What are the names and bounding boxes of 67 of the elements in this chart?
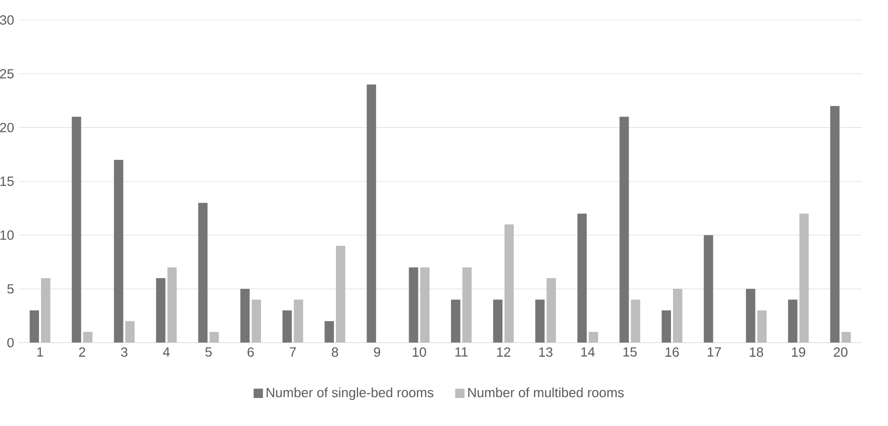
bar [662, 310, 672, 343]
x-tick-label: 1 [37, 347, 44, 357]
x-tick-label: 19 [792, 347, 806, 357]
x-tick-label: 16 [666, 347, 679, 357]
bar [630, 300, 640, 343]
bar [167, 267, 177, 343]
bar [125, 321, 135, 343]
x-tick-label: 15 [623, 347, 637, 357]
x-tick-label: 17 [708, 347, 721, 357]
x-tick-label: 10 [412, 347, 426, 357]
bar [240, 288, 250, 343]
bar [588, 332, 598, 343]
bar [788, 300, 798, 343]
bar [114, 160, 124, 343]
x-tick-label: 4 [163, 347, 170, 357]
legend-label: Number of single-bed rooms [266, 388, 434, 400]
bar [673, 288, 682, 343]
bar [30, 310, 40, 343]
x-tick-label: 18 [750, 347, 764, 357]
x-tick-label: 3 [121, 347, 128, 357]
bar [493, 300, 502, 343]
x-tick-label: 6 [248, 347, 254, 357]
bar [72, 116, 82, 343]
y-tick-label: 10 [0, 230, 14, 240]
x-tick-label: 13 [539, 347, 552, 357]
y-tick-label: 20 [0, 122, 14, 132]
bar [704, 235, 714, 343]
y-tick-label: 25 [0, 69, 14, 78]
bar [366, 84, 376, 343]
bar [336, 246, 346, 343]
bar [408, 267, 418, 343]
bar [757, 310, 767, 343]
bar [282, 310, 292, 343]
bar [842, 332, 851, 343]
x-tick-label: 8 [332, 347, 338, 357]
x-tick-label: 7 [290, 347, 296, 357]
bar [504, 224, 514, 343]
bar [210, 332, 219, 343]
bar [535, 300, 545, 343]
x-tick-label: 20 [834, 347, 848, 357]
bar [83, 332, 92, 343]
bar [546, 278, 556, 343]
bar [577, 214, 587, 343]
bar [462, 267, 472, 343]
bar [420, 267, 430, 343]
bar [198, 202, 208, 343]
bar [799, 214, 809, 343]
bar [451, 300, 460, 343]
x-tick-label: 5 [205, 347, 212, 357]
legend-label: Number of multibed rooms [468, 388, 624, 398]
bar [746, 288, 756, 343]
y-tick-label: 5 [7, 284, 14, 294]
bar [324, 321, 334, 343]
bar [620, 116, 629, 343]
bar [252, 300, 262, 343]
x-tick-label: 12 [497, 347, 510, 357]
y-tick-label: 15 [0, 176, 14, 186]
x-tick-label: 11 [455, 347, 468, 357]
x-tick-label: 14 [581, 347, 595, 357]
bar [156, 278, 166, 343]
y-tick-label: 0 [7, 338, 14, 348]
x-tick-label: 2 [79, 347, 86, 357]
y-tick-label: 30 [0, 15, 14, 25]
bar [41, 278, 50, 343]
x-tick-label: 9 [374, 347, 380, 357]
bar [294, 300, 304, 343]
bar [830, 106, 840, 343]
